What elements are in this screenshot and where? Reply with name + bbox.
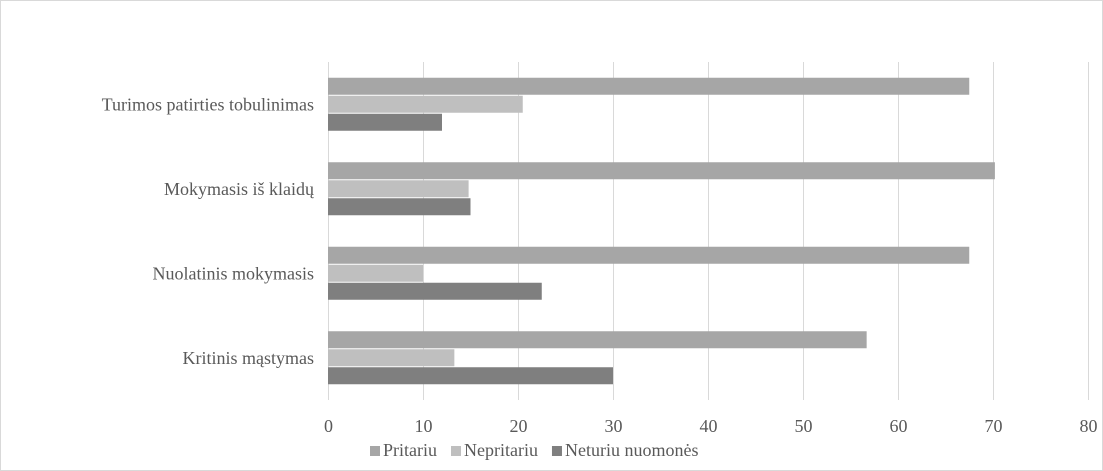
bars — [328, 77, 995, 385]
legend-label: Nepritariu — [464, 440, 538, 460]
bar — [328, 95, 523, 113]
legend-label: Neturiu nuomonės — [565, 440, 698, 460]
bar — [328, 282, 542, 300]
x-tick-label: 80 — [1080, 416, 1098, 436]
bar — [328, 162, 995, 180]
bar — [328, 113, 442, 131]
bar — [328, 349, 455, 367]
x-tick-label: 30 — [605, 416, 623, 436]
x-tick-label: 10 — [415, 416, 433, 436]
bar — [328, 367, 613, 385]
legend-swatch — [551, 446, 562, 456]
bar — [328, 198, 471, 216]
category-label: Mokymasis iš klaidų — [164, 179, 315, 199]
legend-label: Pritariu — [383, 440, 437, 460]
legend-swatch — [370, 446, 380, 456]
bar — [328, 180, 469, 198]
x-tick-label: 0 — [324, 416, 333, 436]
category-labels: Turimos patirties tobulinimas Mokymasis i… — [102, 94, 315, 368]
category-label: Turimos patirties tobulinimas — [102, 94, 314, 114]
x-tick-label: 20 — [510, 416, 528, 436]
category-label: Kritinis mąstymas — [183, 348, 315, 368]
bar — [328, 331, 867, 349]
category-label: Nuolatinis mokymasis — [153, 263, 315, 283]
bar — [328, 246, 970, 264]
x-tick-label: 50 — [795, 416, 813, 436]
legend: Pritariu Nepritariu Neturiu nuomonės — [370, 440, 698, 460]
bar — [328, 77, 970, 95]
legend-swatch — [451, 446, 461, 456]
x-tick-label: 40 — [700, 416, 718, 436]
x-tick-labels: 0 10 20 30 40 50 60 70 80 — [324, 416, 1098, 436]
bar — [328, 264, 423, 282]
x-tick-label: 60 — [890, 416, 908, 436]
x-tick-label: 70 — [985, 416, 1003, 436]
